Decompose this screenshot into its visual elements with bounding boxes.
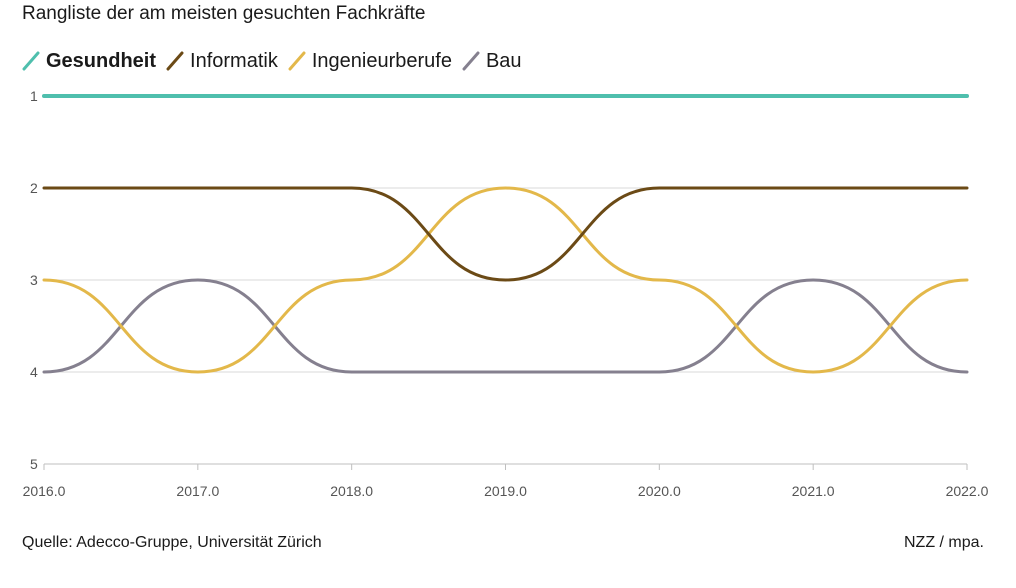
legend-label-gesundheit: Gesundheit: [46, 49, 157, 72]
legend-item-bau[interactable]: Bau: [462, 50, 522, 73]
series-line-ingenieurberufe[interactable]: [42, 186, 969, 374]
y-axis-ticks: 1 2 3 4 5: [30, 88, 38, 472]
legend-swatch-informatik: [166, 51, 184, 71]
series-line-bau[interactable]: [42, 278, 969, 374]
legend-swatch-gesundheit: [22, 51, 40, 71]
x-tick-label-2018: 2018.0: [330, 483, 373, 499]
y-tick-label-4: 4: [30, 364, 38, 380]
legend-item-ingenieurberufe[interactable]: Ingenieurberufe: [288, 50, 452, 73]
legend-label-ingenieurberufe: Ingenieurberufe: [311, 49, 452, 72]
y-tick-label-3: 3: [30, 272, 38, 288]
credit-note: NZZ / mpa.: [903, 534, 984, 551]
legend-label-informatik: Informatik: [190, 49, 278, 72]
series-line-informatik[interactable]: [42, 186, 969, 282]
x-tick-label-2017: 2017.0: [176, 483, 219, 499]
x-tick-label-2020: 2020.0: [638, 483, 681, 499]
x-tick-label-2022: 2022.0: [946, 483, 989, 499]
y-tick-label-2: 2: [30, 180, 38, 196]
legend-label-bau: Bau: [485, 49, 522, 72]
y-tick-label-5: 5: [30, 456, 38, 472]
chart-title: Rangliste der am meisten gesuchten Fachk…: [22, 3, 426, 24]
legend-item-gesundheit[interactable]: Gesundheit: [22, 50, 156, 73]
source-note: Quelle: Adecco-Gruppe, Universität Züric…: [22, 534, 322, 551]
series-lines: [42, 93, 969, 374]
chart-legend: Gesundheit Informatik Ingenieurberufe Ba…: [22, 47, 522, 75]
line-chart: 1 2 3 4 5 2016.0 2017.0 2018.0 2019.0 2020.0 2021…: [23, 88, 989, 499]
x-tick-label-2021: 2021.0: [792, 483, 835, 499]
legend-swatch-bau: [462, 51, 480, 71]
x-axis: 2016.0 2017.0 2018.0 2019.0 2020.0 2021.0 2022…: [23, 463, 989, 499]
y-tick-label-1: 1: [30, 88, 38, 104]
x-tick-label-2019: 2019.0: [484, 483, 527, 499]
legend-item-informatik[interactable]: Informatik: [166, 50, 278, 73]
x-tick-label-2016: 2016.0: [23, 483, 66, 499]
legend-swatch-ingenieurberufe: [288, 51, 306, 71]
